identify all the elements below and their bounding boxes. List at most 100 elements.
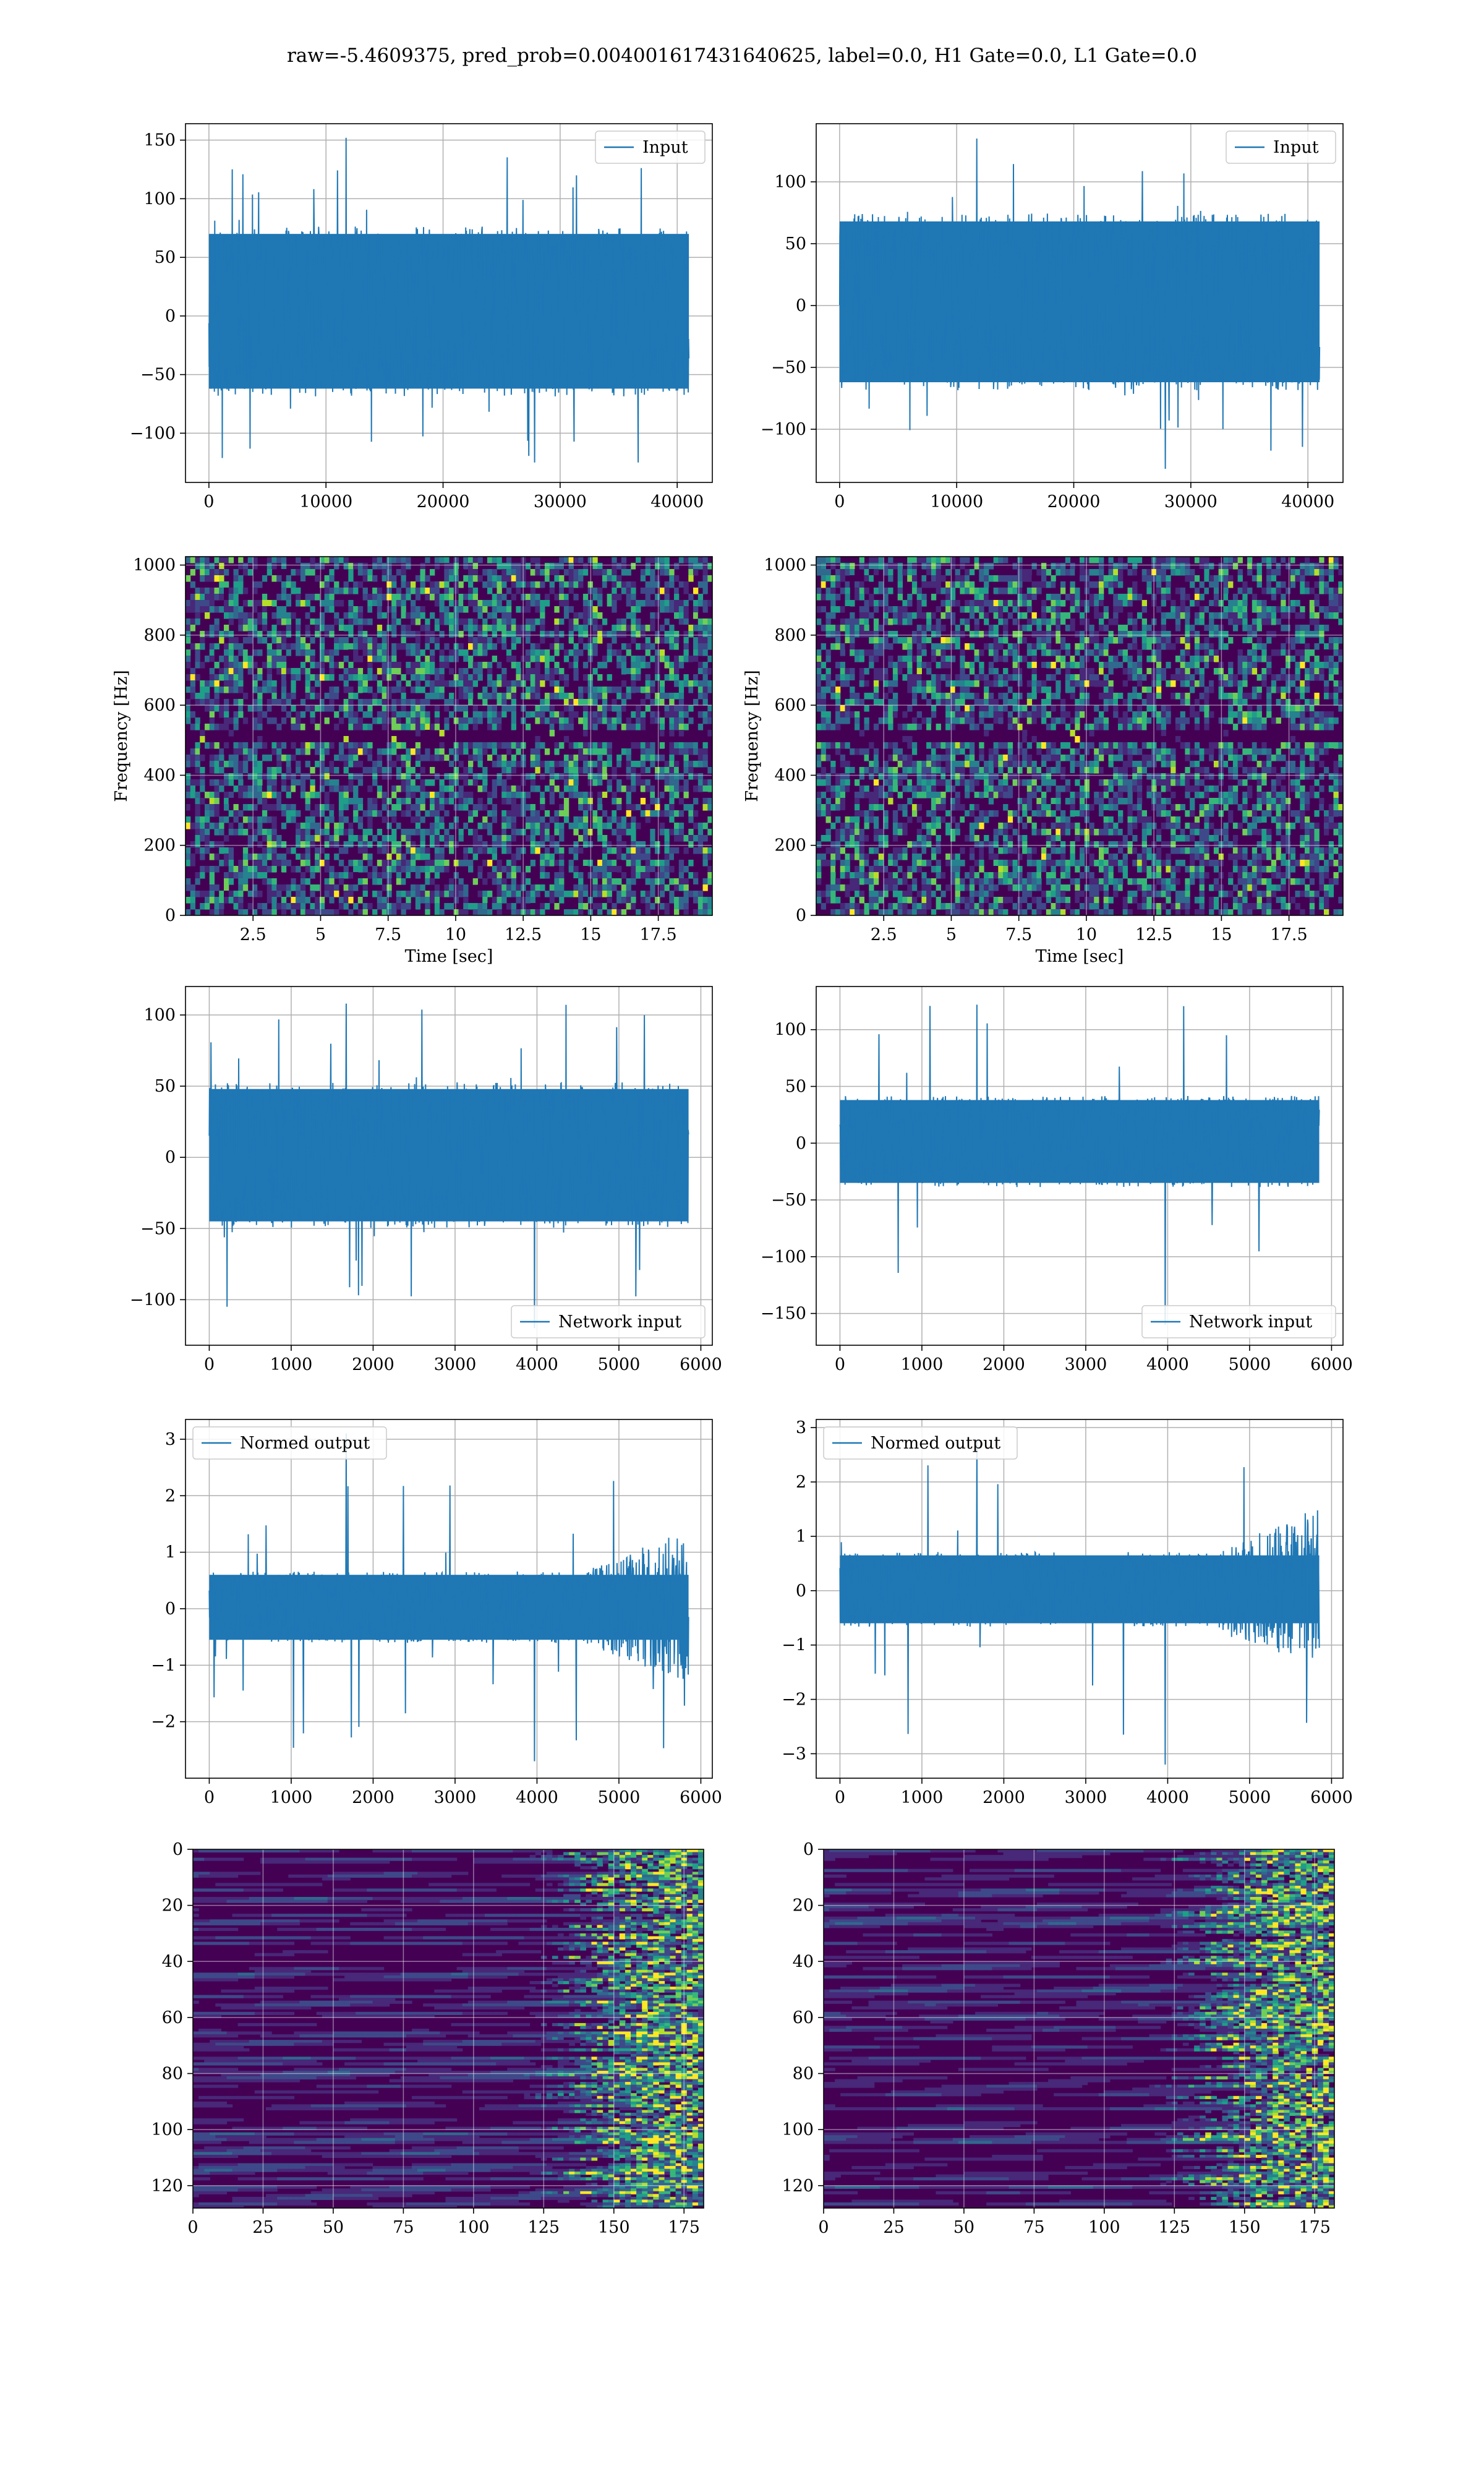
- y-tick-label: 40: [162, 1952, 183, 1971]
- x-tick-label: 20000: [417, 492, 470, 511]
- y-tick-label: 2: [165, 1486, 176, 1505]
- x-tick-label: 10000: [930, 492, 983, 511]
- input-l1-legend: Input: [1226, 131, 1336, 164]
- x-tick-label: 17.5: [1271, 925, 1308, 944]
- spectrogram-h1-ylabel: Frequency [Hz]: [112, 670, 131, 802]
- y-tick-label: 40: [793, 1952, 814, 1971]
- legend-label: Input: [642, 138, 688, 157]
- normed-output-h1-frame: [185, 1419, 713, 1779]
- input-h1-frame: [185, 123, 713, 483]
- x-tick-label: 6000: [680, 1788, 722, 1807]
- feature-map-h1-image: [193, 1849, 704, 2208]
- x-tick-label: 2.5: [240, 925, 267, 944]
- x-tick-label: 12.5: [505, 925, 542, 944]
- x-tick-label: 4000: [1146, 1355, 1189, 1374]
- x-tick-label: 175: [668, 2218, 700, 2237]
- network-input-l1-panel: 0 1000 2000 3000 4000 5000 6000 −150 −100 −50 0 50 1…: [761, 986, 1353, 1374]
- y-tick-label: 0: [796, 296, 806, 315]
- x-tick-label: 100: [458, 2218, 490, 2237]
- y-tick-label: 100: [782, 2120, 814, 2139]
- y-tick-label: −150: [761, 1304, 806, 1324]
- network-input-h1-legend: Network input: [511, 1305, 706, 1338]
- x-tick-label: 6000: [1310, 1355, 1353, 1374]
- spectrogram-h1-image: [186, 557, 712, 915]
- x-tick-label: 125: [528, 2218, 560, 2237]
- y-tick-label: 2: [796, 1473, 806, 1492]
- x-tick-label: 75: [1023, 2218, 1044, 2237]
- x-tick-label: 1000: [270, 1355, 313, 1374]
- y-tick-label: 60: [162, 2008, 183, 2027]
- y-tick-label: 150: [143, 131, 176, 150]
- x-tick-label: 5000: [598, 1355, 641, 1374]
- feature-map-l1-frame: [823, 1849, 1335, 2209]
- x-tick-label: 25: [883, 2218, 904, 2237]
- x-tick-label: 150: [598, 2218, 630, 2237]
- x-tick-label: 3000: [1065, 1788, 1107, 1807]
- y-tick-label: 100: [151, 2120, 183, 2139]
- x-tick-label: 3000: [1065, 1355, 1107, 1374]
- y-tick-label: 0: [165, 1148, 176, 1167]
- y-tick-label: 120: [782, 2177, 814, 2196]
- x-tick-label: 10: [445, 925, 466, 944]
- network-input-l1-frame: [816, 986, 1344, 1346]
- spectrogram-l1-grid: [816, 557, 1343, 916]
- y-tick-label: 0: [796, 1134, 806, 1153]
- spectrogram-l1-frame: [816, 556, 1344, 916]
- x-tick-label: 0: [204, 1355, 215, 1374]
- x-tick-label: 50: [323, 2218, 344, 2237]
- y-tick-label: 1: [796, 1527, 806, 1546]
- y-tick-label: 800: [774, 626, 806, 645]
- x-tick-label: 5: [315, 925, 326, 944]
- normed-output-h1-series: [208, 1433, 689, 1761]
- x-tick-label: 5000: [1229, 1355, 1271, 1374]
- y-tick-label: 50: [155, 1077, 176, 1096]
- x-tick-label: 4000: [516, 1355, 558, 1374]
- network-input-l1-legend: Network input: [1141, 1305, 1336, 1338]
- y-tick-label: −3: [782, 1744, 806, 1763]
- y-tick-label: −1: [151, 1656, 176, 1675]
- x-tick-label: 17.5: [640, 925, 677, 944]
- x-tick-label: 5000: [598, 1788, 641, 1807]
- x-tick-label: 0: [818, 2218, 829, 2237]
- x-tick-label: 0: [187, 2218, 198, 2237]
- x-tick-label: 40000: [650, 492, 704, 511]
- y-tick-label: 50: [785, 1077, 806, 1097]
- y-tick-label: −50: [771, 358, 806, 377]
- normed-output-l1-panel: 0 1000 2000 3000 4000 5000 6000 −3 −2 −1 0 1 2 3 Norme…: [782, 1418, 1353, 1807]
- normed-output-l1-ticks: 0 1000 2000 3000 4000 5000 6000 −3 −2 −1 0 1 2 3: [782, 1418, 1353, 1807]
- y-tick-label: 20: [793, 1896, 814, 1915]
- y-tick-label: −100: [130, 424, 176, 443]
- x-tick-label: 0: [835, 1788, 845, 1807]
- x-tick-label: 25: [252, 2218, 273, 2237]
- normed-output-l1-series: [839, 1441, 1320, 1765]
- input-l1-frame: [816, 123, 1344, 483]
- x-tick-label: 4000: [1146, 1788, 1189, 1807]
- feature-map-h1-ticks: 0 25 50 75 100 125 150 175 0 20 40 60 80 100 120: [151, 1840, 700, 2237]
- normed-output-l1-legend: Normed output: [823, 1426, 1018, 1460]
- y-tick-label: 0: [165, 906, 176, 925]
- input-h1-legend: Input: [595, 131, 706, 164]
- y-tick-label: −50: [140, 1219, 176, 1238]
- y-tick-label: 3: [165, 1430, 176, 1449]
- legend-label: Network input: [558, 1312, 681, 1332]
- legend-label: Normed output: [871, 1434, 1000, 1453]
- normed-output-h1-ticks: 0 1000 2000 3000 4000 5000 6000 −2 −1 0 1 2 3: [151, 1430, 722, 1807]
- x-tick-label: 6000: [680, 1355, 722, 1374]
- y-tick-label: 1000: [133, 556, 176, 575]
- y-tick-label: −100: [761, 1248, 806, 1267]
- x-tick-label: 2000: [983, 1788, 1025, 1807]
- x-tick-label: 2000: [352, 1355, 394, 1374]
- x-tick-label: 75: [393, 2218, 414, 2237]
- x-tick-label: 1000: [270, 1788, 313, 1807]
- x-tick-label: 6000: [1310, 1788, 1353, 1807]
- x-tick-label: 2.5: [871, 925, 897, 944]
- network-input-l1-ticks: 0 1000 2000 3000 4000 5000 6000 −150 −100 −50 0 50 1…: [761, 1021, 1353, 1374]
- x-tick-label: 2000: [352, 1788, 394, 1807]
- y-tick-label: 0: [173, 1840, 183, 1859]
- x-tick-label: 2000: [983, 1355, 1025, 1374]
- y-tick-label: 60: [793, 2008, 814, 2027]
- y-tick-label: 800: [143, 626, 176, 645]
- spectrogram-h1-panel: 2.5 5 7.5 10 12.5 15 17.5 0 200 400 600 800 1000 Time…: [112, 556, 713, 966]
- spectrogram-h1-ticks: 2.5 5 7.5 10 12.5 15 17.5 0 200 400 600 800 1000: [133, 556, 676, 944]
